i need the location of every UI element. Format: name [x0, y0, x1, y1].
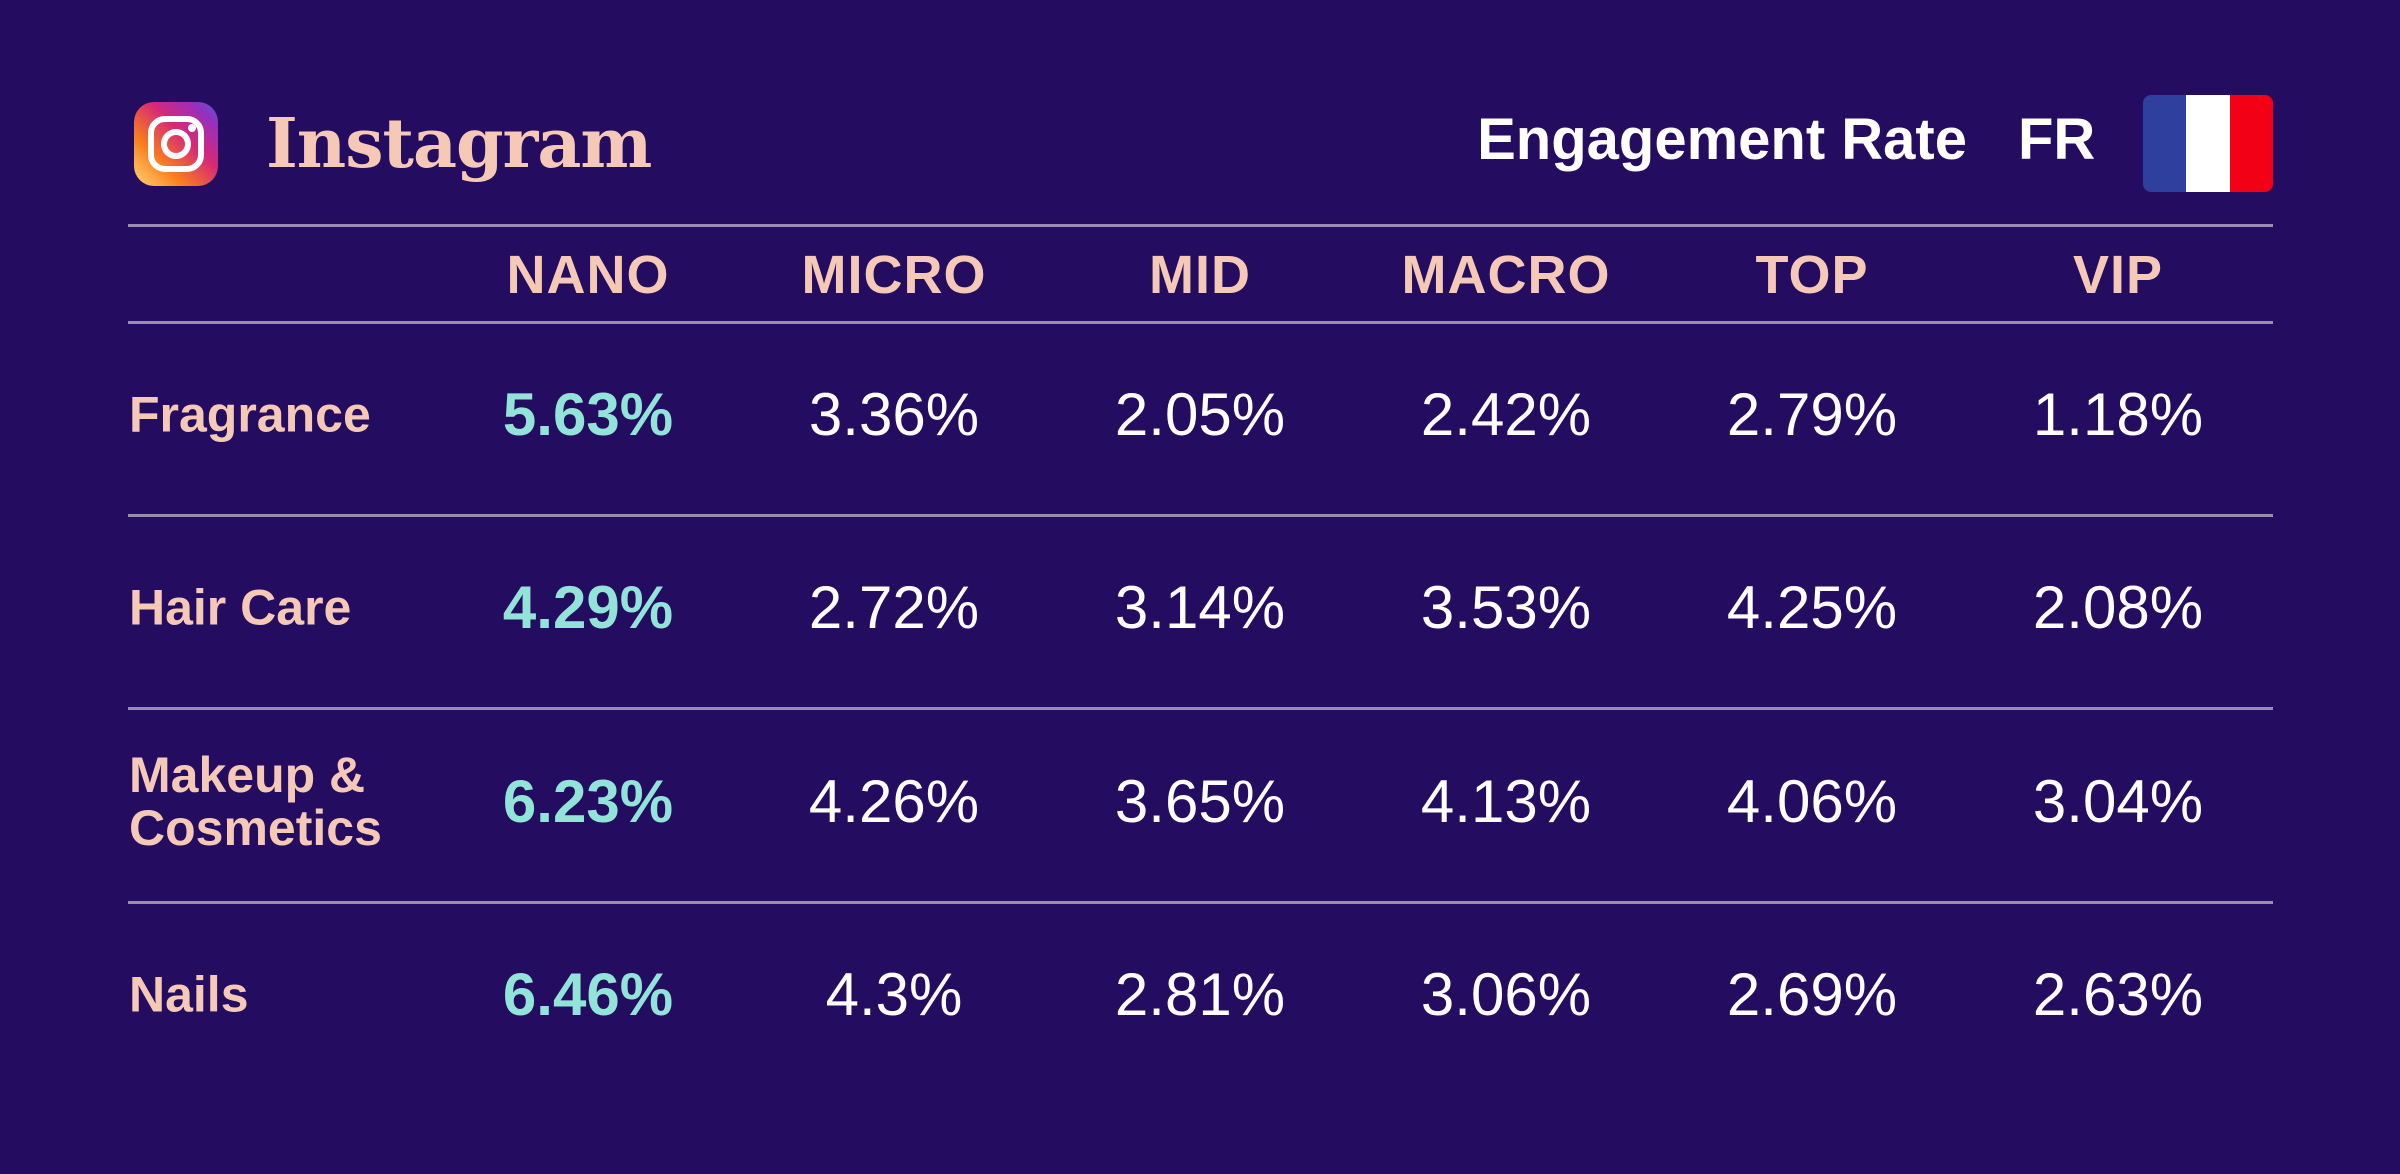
row-label: Hair Care — [129, 579, 352, 636]
table-cell: 4.26% — [808, 768, 980, 835]
table-cell: 4.25% — [1726, 574, 1898, 641]
table-cell: 2.81% — [1114, 961, 1286, 1028]
metric-title: Engagement Rate — [1477, 107, 1967, 172]
column-header-mid: MID — [1149, 245, 1251, 305]
table-cell: 2.42% — [1420, 381, 1592, 448]
table-cell: 2.05% — [1114, 381, 1286, 448]
header: Instagram Engagement Rate FR — [0, 0, 2400, 220]
flag-red-stripe — [2229, 95, 2273, 192]
table-cell: 3.65% — [1114, 768, 1286, 835]
table-cell: 2.69% — [1726, 961, 1898, 1028]
table-cell: 4.06% — [1726, 768, 1898, 835]
row-label: Makeup & Cosmetics — [129, 747, 382, 856]
table-cell: 3.36% — [808, 381, 980, 448]
row-label: Fragrance — [129, 386, 371, 443]
column-header-top: TOP — [1755, 245, 1869, 305]
table-cell: 2.79% — [1726, 381, 1898, 448]
country-code: FR — [2018, 107, 2096, 172]
table-divider — [128, 707, 2273, 710]
flag-white-stripe — [2186, 95, 2230, 192]
france-flag-icon — [2143, 95, 2273, 192]
table-cell: 6.46% — [502, 961, 674, 1028]
column-header-nano: NANO — [506, 245, 670, 305]
table-cell: 5.63% — [502, 381, 674, 448]
column-header-micro: MICRO — [801, 245, 987, 305]
table-cell: 3.14% — [1114, 574, 1286, 641]
table-cell: 2.72% — [808, 574, 980, 641]
table-cell: 4.13% — [1420, 768, 1592, 835]
table-cell: 2.63% — [2032, 961, 2204, 1028]
table-cell: 3.04% — [2032, 768, 2204, 835]
table-divider — [128, 901, 2273, 904]
column-header-vip: VIP — [2072, 245, 2164, 305]
table-cell: 4.29% — [502, 574, 674, 641]
table-cell: 1.18% — [2032, 381, 2204, 448]
table-divider — [128, 224, 2273, 227]
table-cell: 2.08% — [2032, 574, 2204, 641]
column-header-macro: MACRO — [1401, 245, 1611, 305]
flag-blue-stripe — [2143, 95, 2187, 192]
instagram-logo-icon — [134, 102, 218, 186]
brand-title: Instagram — [266, 104, 652, 184]
table-cell: 4.3% — [825, 961, 963, 1028]
table-cell: 6.23% — [502, 768, 674, 835]
table-divider — [128, 514, 2273, 517]
table-divider — [128, 321, 2273, 324]
row-label: Nails — [129, 966, 249, 1023]
table-cell: 3.06% — [1420, 961, 1592, 1028]
table-cell: 3.53% — [1420, 574, 1592, 641]
